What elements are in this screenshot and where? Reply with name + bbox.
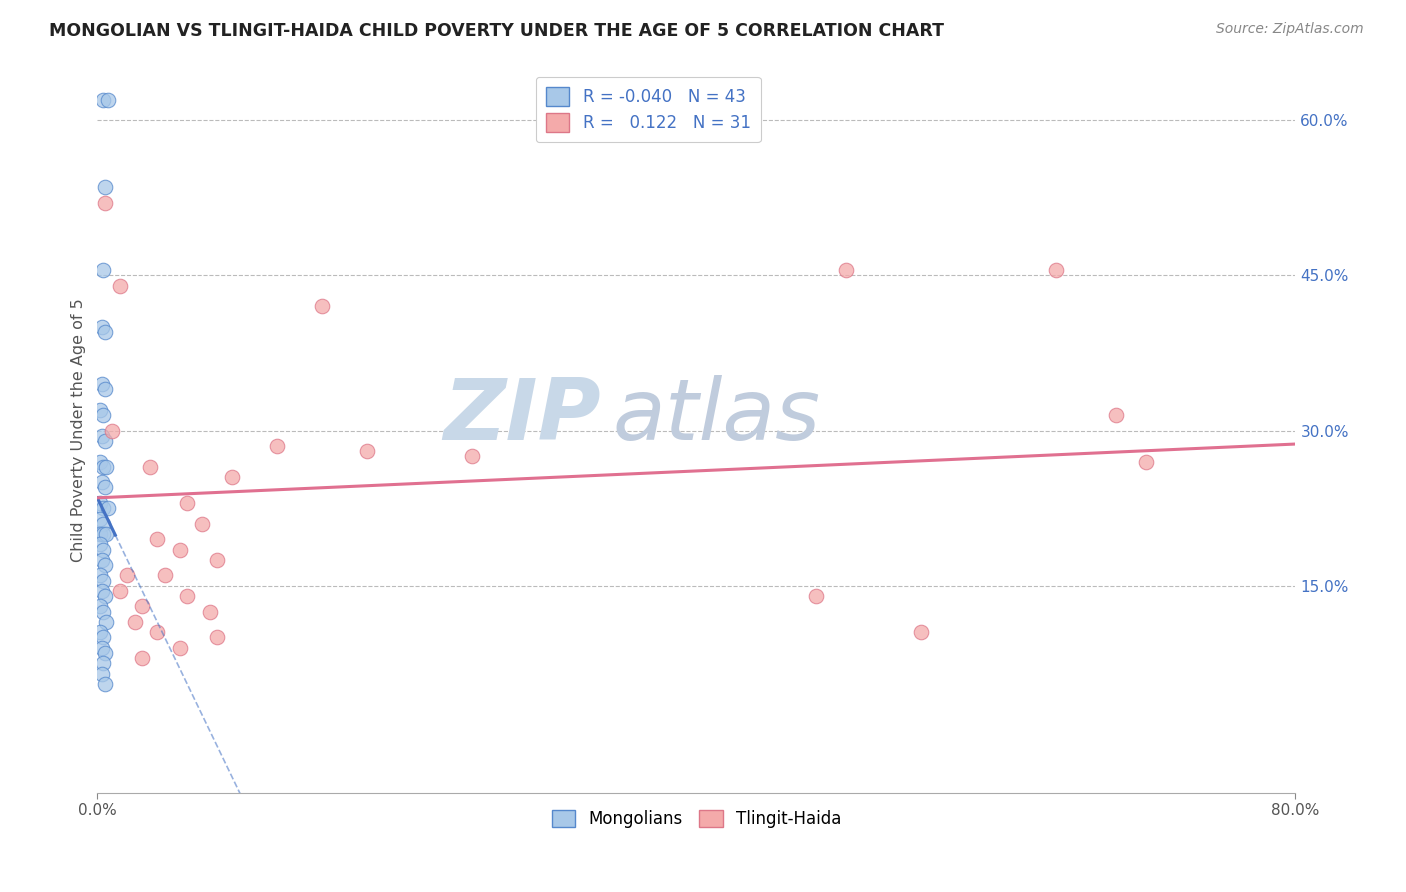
Point (94, 558, 117, 572)
Point (835, 263, 858, 277)
Point (94, 646, 117, 660)
Text: atlas: atlas (613, 375, 821, 458)
Point (221, 470, 243, 484)
Text: MONGOLIAN VS TLINGIT-HAIDA CHILD POVERTY UNDER THE AGE OF 5 CORRELATION CHART: MONGOLIAN VS TLINGIT-HAIDA CHILD POVERTY… (49, 22, 945, 40)
Point (90, 640, 112, 655)
Y-axis label: Child Poverty Under the Age of 5: Child Poverty Under the Age of 5 (72, 299, 86, 563)
Point (169, 542, 191, 557)
Point (97, 93, 120, 107)
Point (93, 542, 115, 557)
Point (94, 196, 117, 211)
Point (89, 625, 111, 640)
Point (90, 583, 112, 598)
Point (97, 501, 120, 516)
Point (146, 532, 169, 546)
Point (94, 382, 117, 396)
Point (96, 459, 118, 474)
Point (89, 568, 111, 582)
Point (198, 605, 221, 619)
Point (94, 481, 117, 495)
Point (90, 377, 112, 392)
Point (176, 496, 198, 510)
Point (131, 599, 153, 614)
Point (89, 537, 111, 551)
Point (176, 589, 198, 603)
Point (90, 429, 112, 443)
Point (89, 511, 111, 525)
Point (90, 320, 112, 334)
Point (169, 640, 191, 655)
Point (89, 599, 111, 614)
Point (90, 553, 112, 567)
Point (90, 475, 112, 490)
Point (89, 455, 111, 469)
Point (93, 657, 115, 671)
Point (108, 278, 131, 293)
Point (93, 263, 115, 277)
Point (191, 516, 214, 531)
Point (311, 300, 333, 314)
Point (93, 408, 115, 422)
Point (94, 326, 117, 340)
Point (131, 651, 153, 665)
Point (94, 434, 117, 448)
Point (910, 625, 932, 640)
Point (108, 583, 131, 598)
Point (124, 615, 146, 629)
Point (94, 589, 117, 603)
Point (89, 403, 111, 417)
Point (93, 459, 115, 474)
Point (94, 180, 117, 194)
Point (356, 444, 378, 458)
Text: ZIP: ZIP (443, 375, 600, 458)
Point (205, 631, 228, 645)
Point (146, 625, 169, 640)
Point (205, 553, 228, 567)
Point (266, 439, 288, 453)
Point (93, 631, 115, 645)
Point (93, 501, 115, 516)
Text: Source: ZipAtlas.com: Source: ZipAtlas.com (1216, 22, 1364, 37)
Point (1105, 408, 1128, 422)
Point (93, 527, 115, 541)
Point (806, 589, 828, 603)
Point (90, 666, 112, 681)
Point (93, 605, 115, 619)
Point (94, 677, 117, 691)
Point (101, 424, 124, 438)
Point (139, 459, 162, 474)
Point (96, 615, 118, 629)
Point (461, 450, 484, 464)
Point (117, 568, 139, 582)
Point (89, 496, 111, 510)
Point (1045, 263, 1067, 277)
Point (89, 527, 111, 541)
Point (153, 568, 176, 582)
Point (93, 574, 115, 588)
Point (96, 527, 118, 541)
Point (93, 93, 115, 107)
Legend: Mongolians, Tlingit-Haida: Mongolians, Tlingit-Haida (546, 804, 848, 835)
Point (93, 516, 115, 531)
Point (1135, 455, 1157, 469)
